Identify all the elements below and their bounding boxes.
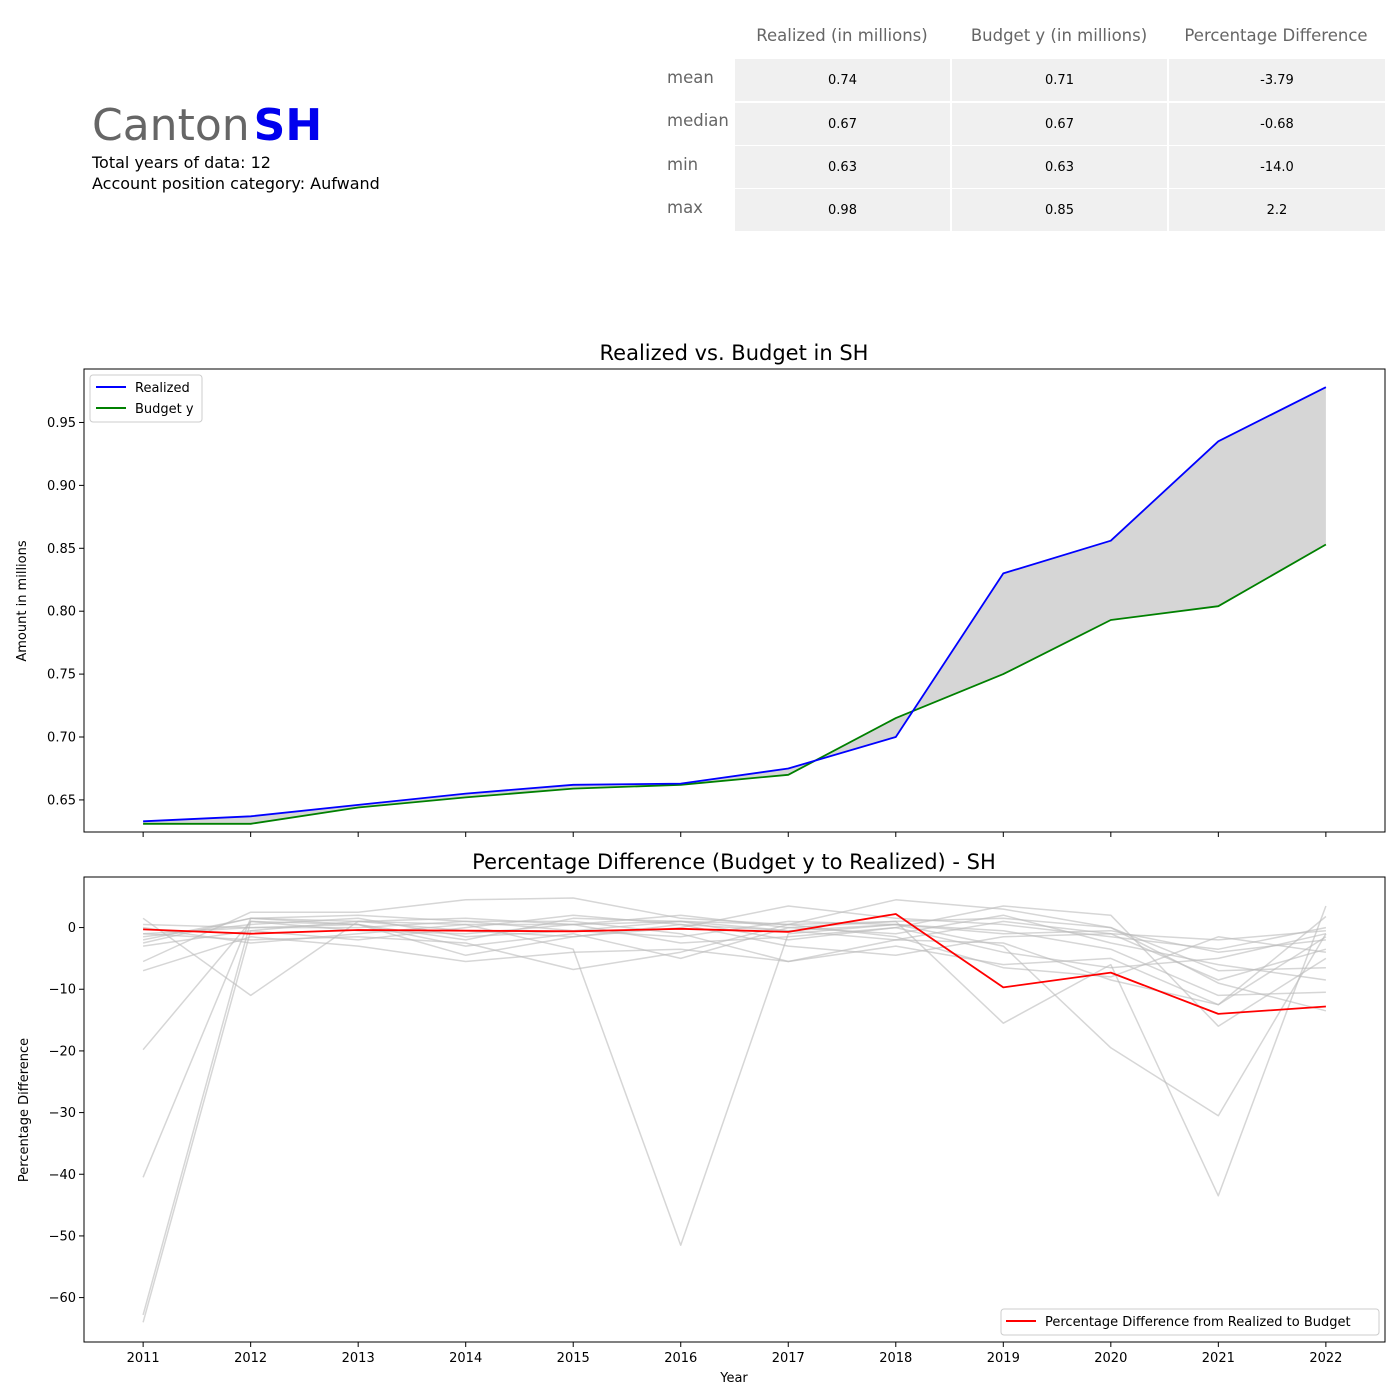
other-canton-line (142, 914, 1327, 981)
top-ytick-label: 0.90 (47, 479, 76, 494)
canton-word: Canton (92, 100, 250, 151)
top-ytick-label: 0.70 (47, 731, 76, 746)
row-label-min: min (667, 155, 699, 174)
realized-budget-gap-area (143, 387, 1326, 824)
other-canton-line (142, 914, 1327, 981)
canton-code: SH (253, 100, 323, 151)
bottom-xtick-label: 2019 (987, 1351, 1020, 1366)
bottom-xtick-label: 2018 (879, 1351, 912, 1366)
bottom-xtick-label: 2014 (449, 1351, 482, 1366)
cell-mean-realized: 0.74 (735, 59, 950, 101)
bottom-ytick-label: 0 (68, 921, 76, 936)
bottom-chart-frame (83, 876, 1386, 1343)
percentage-difference-chart: Percentage Difference (Budget y to Reali… (17, 850, 1386, 1386)
canton-title: CantonSH (92, 100, 380, 152)
top-ytick-label: 0.80 (47, 605, 76, 620)
top-ytick-label: 0.95 (47, 416, 76, 431)
other-canton-line (142, 905, 1327, 1323)
other-canton-line (143, 923, 1327, 978)
bottom-chart-legend: Percentage Difference from Realized to B… (1000, 1308, 1380, 1336)
bottom-xtick-label: 2022 (1309, 1351, 1342, 1366)
other-canton-line (143, 917, 1326, 997)
realized-line (143, 386, 1327, 823)
top-chart-ylabel: Amount in millions (15, 540, 30, 662)
other-canton-line (143, 920, 1326, 957)
bottom-ytick-label: −40 (49, 1168, 76, 1183)
bottom-legend-box (1000, 1308, 1380, 1336)
years-info: Total years of data: 12 (92, 153, 271, 172)
top-chart-title: Realized vs. Budget in SH (600, 341, 869, 365)
percentage-difference-line (143, 913, 1326, 1015)
cell-mean-budget: 0.71 (952, 59, 1167, 101)
bottom-xtick-label: 2015 (557, 1351, 590, 1366)
other-canton-line (142, 914, 1327, 1178)
bottom-ytick-label: −20 (49, 1044, 76, 1059)
row-label-mean: mean (667, 68, 714, 87)
category-info: Account position category: Aufwand (92, 174, 380, 193)
top-ytick-label: 0.65 (47, 793, 76, 808)
cell-median-pct: -0.68 (1169, 103, 1385, 145)
row-label-max: max (667, 198, 703, 217)
cell-min-realized: 0.63 (735, 146, 950, 188)
col-header-pct: Percentage Difference (1184, 26, 1368, 45)
cell-median-realized: 0.67 (735, 103, 950, 145)
bottom-xtick-label: 2016 (664, 1351, 697, 1366)
bottom-ytick-label: −30 (49, 1106, 76, 1121)
top-ytick-label: 0.85 (47, 542, 76, 557)
bottom-xtick-label: 2011 (127, 1351, 160, 1366)
bottom-ytick-label: −60 (49, 1291, 76, 1306)
other-canton-line (142, 923, 1327, 969)
legend-budget-label: Budget y (135, 402, 194, 417)
top-ytick-label: 0.75 (47, 668, 76, 683)
bottom-xtick-label: 2012 (234, 1351, 267, 1366)
bottom-xtick-label: 2021 (1202, 1351, 1235, 1366)
bottom-chart-xlabel: Year (719, 1371, 748, 1386)
budget-line (143, 543, 1327, 825)
cell-mean-pct: -3.79 (1169, 59, 1385, 101)
legend-realized-label: Realized (135, 381, 190, 396)
header-block: CantonSH Total years of data: 12 Account… (92, 100, 380, 194)
bottom-xtick-label: 2017 (772, 1351, 805, 1366)
cell-min-pct: -14.0 (1169, 146, 1385, 188)
col-header-budget: Budget y (in millions) (970, 26, 1148, 45)
bottom-xtick-label: 2020 (1094, 1351, 1127, 1366)
other-canton-line (142, 897, 1327, 1012)
cell-max-pct: 2.2 (1169, 189, 1385, 231)
top-chart-legend: Realized Budget y (89, 374, 203, 423)
cell-min-budget: 0.63 (952, 146, 1167, 188)
legend-pct-label: Percentage Difference from Realized to B… (1045, 1315, 1351, 1330)
top-chart-frame (83, 368, 1386, 833)
bottom-ytick-label: −10 (49, 983, 76, 998)
cell-median-budget: 0.67 (952, 103, 1167, 145)
bottom-chart-title: Percentage Difference (Budget y to Reali… (472, 850, 996, 874)
realized-vs-budget-chart: Realized vs. Budget in SH Amount in mill… (15, 341, 1386, 837)
row-label-median: median (667, 111, 729, 130)
bottom-xtick-label: 2013 (342, 1351, 375, 1366)
other-canton-line (142, 917, 1327, 1246)
other-canton-line (142, 905, 1327, 1197)
cell-max-budget: 0.85 (952, 189, 1167, 231)
col-header-realized: Realized (in millions) (756, 26, 928, 45)
bottom-ytick-label: −50 (49, 1229, 76, 1244)
bottom-chart-ylabel: Percentage Difference (17, 1038, 32, 1182)
cell-max-realized: 0.98 (735, 189, 950, 231)
